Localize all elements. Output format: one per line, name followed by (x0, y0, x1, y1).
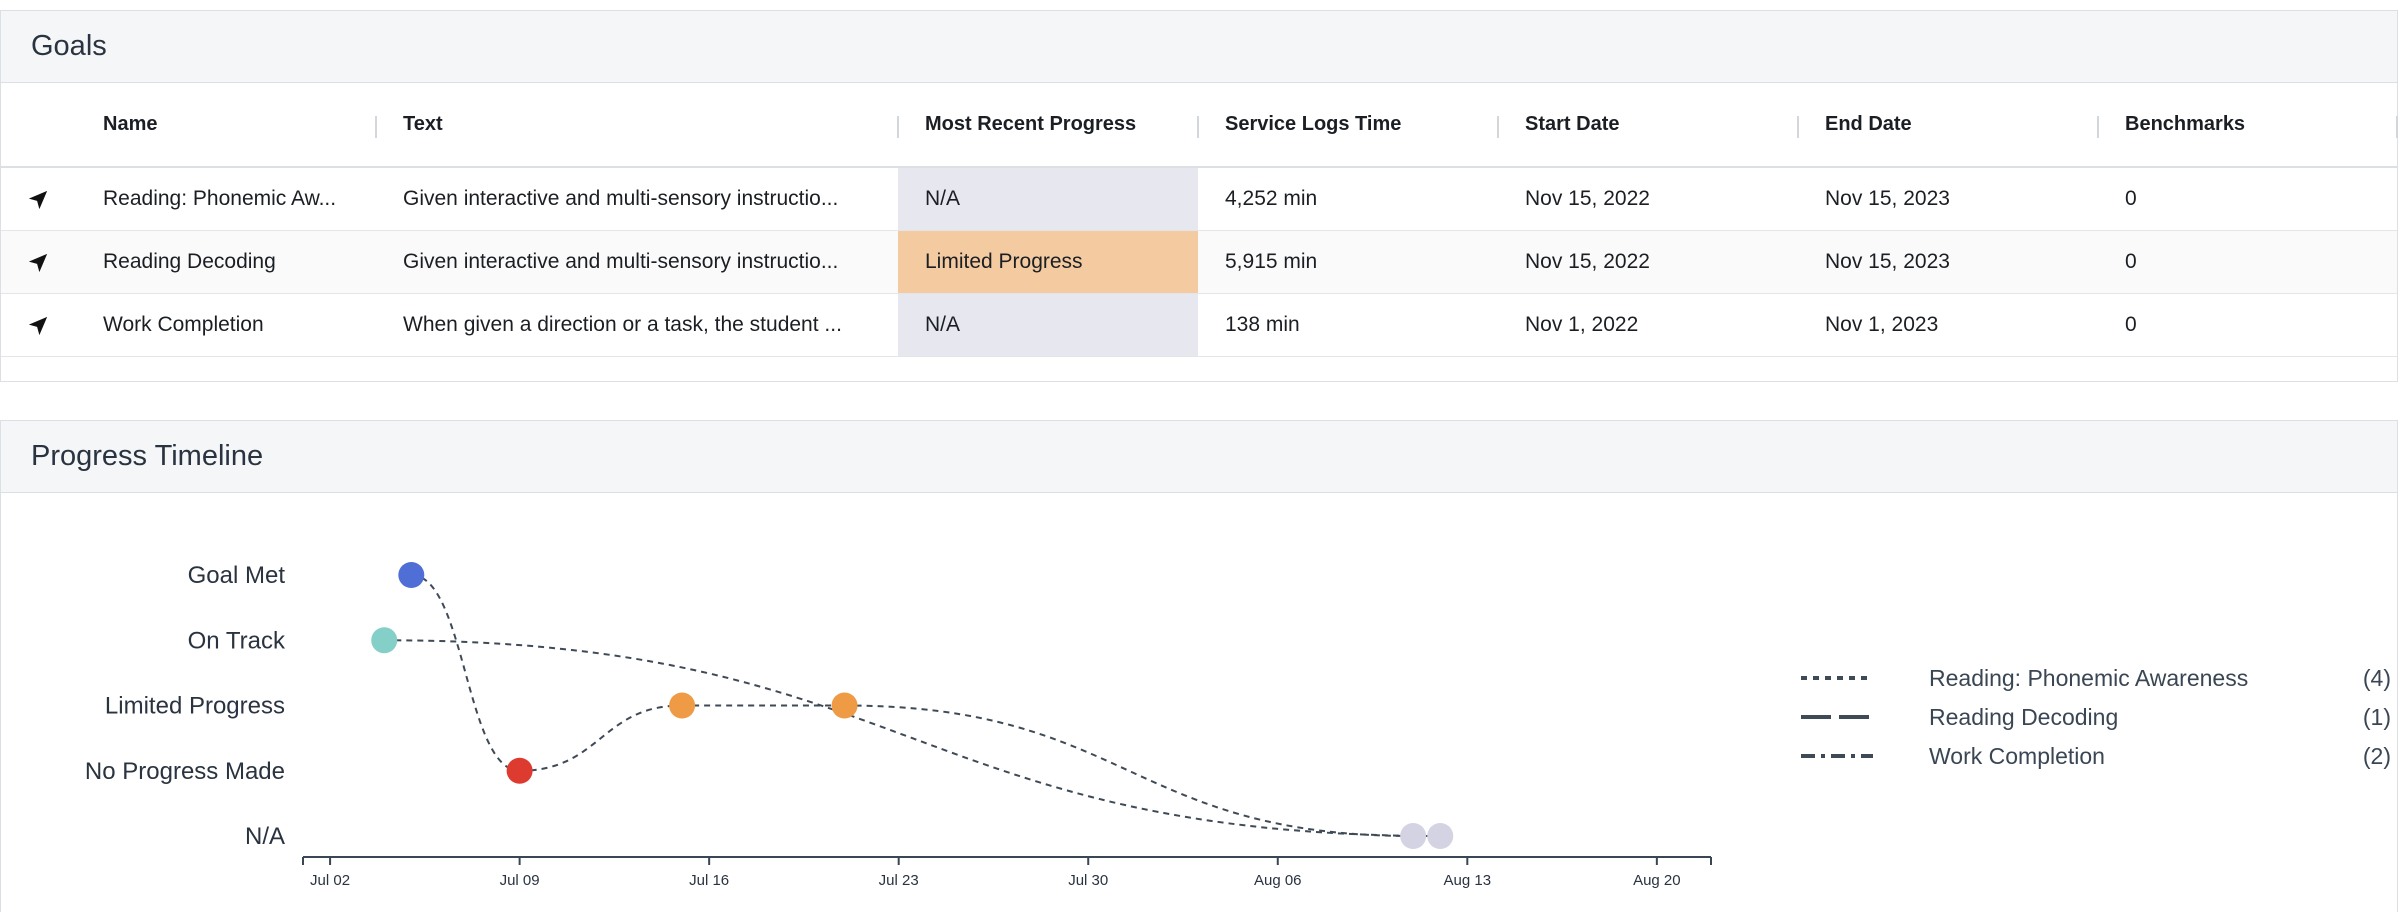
start-date-cell: Nov 1, 2022 (1525, 313, 1639, 336)
progress-timeline-chart: N/A No Progress Made Limited Progress On Tr… (85, 562, 1712, 889)
progress-cell: N/A (898, 294, 1198, 356)
progress-timeline-panel: Progress Timeline N/A No Progress Made Lim… (0, 420, 2398, 912)
legend-count: (1) (2362, 703, 2391, 730)
y-axis-label: No Progress Made (85, 758, 285, 785)
column-header-benchmarks[interactable]: Benchmarks (2125, 113, 2246, 135)
progress-cell: Limited Progress (898, 231, 1198, 293)
legend-item[interactable]: Reading Decoding (1) (1801, 700, 2391, 734)
timeline-point (831, 692, 858, 719)
column-resize-handle[interactable] (1797, 116, 1799, 138)
column-resize-handle[interactable] (897, 116, 899, 138)
y-axis-label: On Track (188, 627, 286, 654)
column-header-end-date[interactable]: End Date (1825, 113, 1912, 135)
goal-name: Reading Decoding (103, 250, 276, 273)
progress-cell: N/A (898, 168, 1198, 230)
goal-name-cell[interactable]: Reading: Phonemic Aw... (76, 168, 376, 230)
goal-name: Work Completion (103, 313, 264, 336)
goal-text-cell: Given interactive and multi-sensory inst… (376, 231, 898, 293)
column-header-start-date[interactable]: Start Date (1525, 113, 1620, 135)
goals-table-header: Name Text Most Recent Progress Service L… (1, 83, 2398, 168)
end-date-cell: Nov 15, 2023 (1825, 187, 1950, 210)
service-time-cell: 138 min (1225, 313, 1300, 336)
benchmarks-cell: 0 (2125, 250, 2137, 273)
x-tick-label: Aug 20 (1633, 872, 1681, 889)
timeline-point (371, 627, 398, 654)
service-time-cell: 5,915 min (1225, 250, 1318, 273)
legend-line-long-dash (1801, 715, 1873, 719)
x-tick-label: Aug 13 (1444, 872, 1492, 889)
legend-line-dotted (1801, 676, 1873, 680)
goals-panel: Goals Name Text Most Recent Progress Ser… (0, 10, 2398, 382)
column-header-text[interactable]: Text (403, 113, 443, 135)
x-tick-label: Jul 09 (500, 872, 540, 889)
legend-item[interactable]: Work Completion (2) (1801, 739, 2391, 773)
table-row[interactable]: Work Completion When given a direction o… (1, 294, 2397, 357)
goal-text: When given a direction or a task, the st… (403, 313, 842, 336)
legend-label: Reading: Phonemic Awareness (1929, 664, 2249, 691)
end-date-cell: Nov 15, 2023 (1825, 250, 1950, 273)
progress-value: N/A (925, 313, 961, 336)
service-time-cell: 4,252 min (1225, 187, 1318, 210)
x-tick-label: Aug 06 (1254, 872, 1302, 889)
column-resize-handle[interactable] (2097, 116, 2099, 138)
column-resize-handle[interactable] (2396, 116, 2398, 138)
legend-count: (2) (2362, 742, 2391, 769)
progress-value: N/A (925, 187, 961, 210)
y-axis-label: Limited Progress (105, 693, 285, 720)
legend-label: Reading Decoding (1929, 703, 2119, 730)
x-tick-label: Jul 30 (1068, 872, 1108, 889)
timeline-point (1427, 823, 1454, 849)
timeline-connector (844, 704, 1414, 837)
legend-line-dash-dot (1801, 754, 1873, 758)
navigate-arrow-icon (28, 253, 48, 273)
legend-count: (4) (2362, 664, 2391, 691)
timeline-connector (411, 574, 520, 772)
legend-item[interactable]: Reading: Phonemic Awareness (4) (1801, 661, 2391, 695)
timeline-point (506, 757, 533, 784)
column-header-most-recent-progress[interactable]: Most Recent Progress (925, 113, 1137, 135)
goal-text: Given interactive and multi-sensory inst… (403, 187, 839, 210)
timeline-connector (519, 704, 683, 772)
timeline-point (669, 692, 696, 719)
x-tick-label: Jul 02 (310, 872, 350, 889)
navigate-arrow-icon (28, 316, 48, 336)
legend-label: Work Completion (1929, 742, 2105, 769)
column-header-name[interactable]: Name (103, 113, 158, 135)
progress-value: Limited Progress (925, 250, 1083, 273)
start-date-cell: Nov 15, 2022 (1525, 250, 1650, 273)
benchmarks-cell: 0 (2125, 313, 2137, 336)
goal-name: Reading: Phonemic Aw... (103, 187, 337, 210)
table-row[interactable]: Reading: Phonemic Aw... Given interactiv… (1, 168, 2397, 231)
x-tick-label: Jul 16 (689, 872, 729, 889)
timeline-point (398, 562, 425, 588)
goal-name-cell[interactable]: Work Completion (76, 294, 376, 356)
benchmarks-cell: 0 (2125, 187, 2137, 210)
start-date-cell: Nov 15, 2022 (1525, 187, 1650, 210)
end-date-cell: Nov 1, 2023 (1825, 313, 1939, 336)
y-axis-label: Goal Met (188, 562, 286, 589)
goal-text-cell: Given interactive and multi-sensory inst… (376, 168, 898, 230)
goal-text: Given interactive and multi-sensory inst… (403, 250, 839, 273)
navigate-arrow-icon (28, 190, 48, 210)
goal-name-cell[interactable]: Reading Decoding (76, 231, 376, 293)
timeline-point (1400, 823, 1427, 849)
goal-text-cell: When given a direction or a task, the st… (376, 294, 898, 356)
column-resize-handle[interactable] (375, 116, 377, 138)
timeline-connector (384, 639, 1441, 837)
table-row[interactable]: Reading Decoding Given interactive and m… (1, 231, 2397, 294)
column-resize-handle[interactable] (1497, 116, 1499, 138)
x-tick-label: Jul 23 (879, 872, 919, 889)
column-resize-handle[interactable] (1197, 116, 1199, 138)
timeline-panel-title: Progress Timeline (1, 421, 2397, 493)
goals-panel-title: Goals (1, 11, 2397, 83)
y-axis-label: N/A (245, 823, 285, 850)
column-header-service-logs-time[interactable]: Service Logs Time (1225, 113, 1402, 135)
